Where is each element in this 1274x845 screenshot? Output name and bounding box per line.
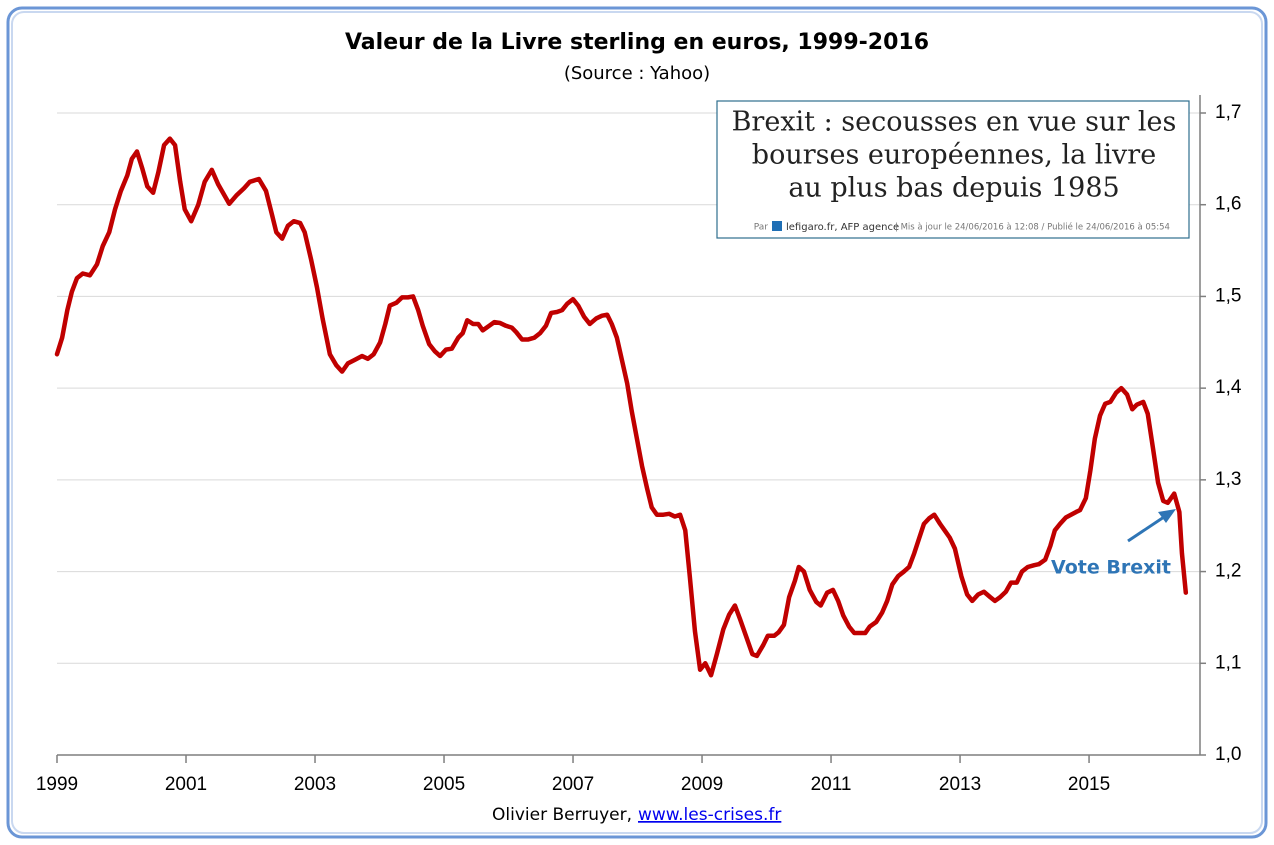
x-tick-label: 2007 — [552, 774, 594, 795]
inset-box — [716, 100, 1190, 239]
chart-subtitle: (Source : Yahoo) — [564, 63, 710, 84]
y-tick-label: 1,2 — [1215, 561, 1241, 582]
annotation-arrow — [1127, 515, 1165, 543]
frame-inner — [11, 11, 1263, 834]
inset-headline: Brexit : secousses en vue sur les — [732, 107, 1177, 138]
x-tick-label: 1999 — [36, 774, 78, 795]
x-tick-label: 2009 — [681, 774, 723, 795]
x-tick-label: 2013 — [939, 774, 981, 795]
x-tick-label: 2015 — [1068, 774, 1110, 795]
y-tick-label: 1,1 — [1215, 652, 1241, 673]
x-tick-label: 2003 — [294, 774, 336, 795]
x-tick-label: 2001 — [165, 774, 207, 795]
y-tick-label: 1,5 — [1215, 285, 1241, 306]
y-tick-label: 1,0 — [1215, 744, 1241, 765]
inset-byline: Par — [754, 223, 769, 233]
chart-title: Valeur de la Livre sterling en euros, 19… — [345, 30, 929, 55]
line — [54, 136, 1189, 678]
y-tick-label: 1,6 — [1215, 194, 1241, 215]
y-tick-label: 1,7 — [1215, 102, 1241, 123]
inset-headline: bourses européennes, la livre — [752, 140, 1156, 171]
x-tick-label: 2011 — [811, 774, 852, 795]
plot — [54, 136, 1189, 678]
inset-icon — [772, 221, 782, 231]
x-tick-label: 2005 — [423, 774, 465, 795]
y-tick-label: 1,3 — [1215, 469, 1241, 490]
annotation-arrowhead — [1158, 509, 1176, 523]
y-tick-label: 1,4 — [1215, 377, 1242, 398]
footer-author: Olivier Berruyer, — [492, 805, 632, 825]
annotation: Vote Brexit — [1051, 509, 1176, 579]
inset-byline: lefigaro.fr, AFP agence — [786, 222, 899, 233]
footer-link[interactable]: www.les-crises.fr — [638, 805, 781, 825]
inset-headline: au plus bas depuis 1985 — [788, 173, 1119, 204]
annotation-label: Vote Brexit — [1051, 557, 1171, 579]
inset: Brexit : secousses en vue sur les bourse… — [716, 100, 1190, 239]
inset-byline: | Mis à jour le 24/06/2016 à 12:08 / Pub… — [895, 222, 1170, 233]
